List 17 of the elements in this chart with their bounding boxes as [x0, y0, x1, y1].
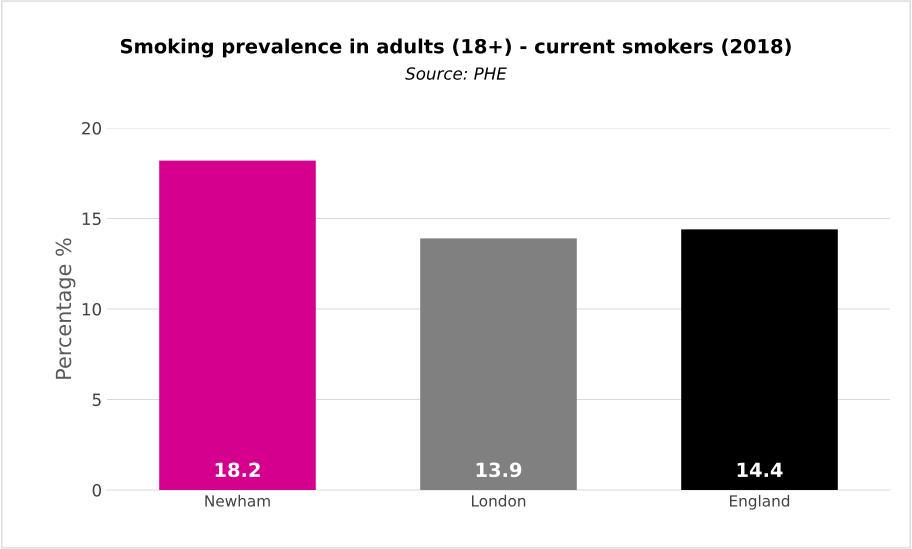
x-tick-label: Newham: [205, 494, 270, 507]
y-tick-label: 20: [82, 122, 102, 135]
data-label: 14.4: [738, 462, 783, 477]
x-tick-label: England: [730, 494, 790, 510]
chart-subtitle: Source: PHE: [405, 67, 507, 80]
bar: [420, 238, 577, 490]
x-tick-label: London: [472, 494, 526, 507]
y-tick-label: 10: [82, 302, 102, 316]
bar: [159, 160, 316, 490]
y-axis-title: Percentage %: [56, 238, 76, 379]
bar: [681, 229, 838, 490]
data-label: 13.9: [476, 462, 522, 478]
chart-title: Smoking prevalence in adults (18+) - current smokers (2018): [120, 38, 791, 58]
data-label: 18.2: [216, 462, 260, 478]
y-tick-label: 0: [92, 484, 102, 497]
y-tick-label: 5: [92, 394, 101, 406]
y-tick-label: 15: [82, 212, 101, 226]
